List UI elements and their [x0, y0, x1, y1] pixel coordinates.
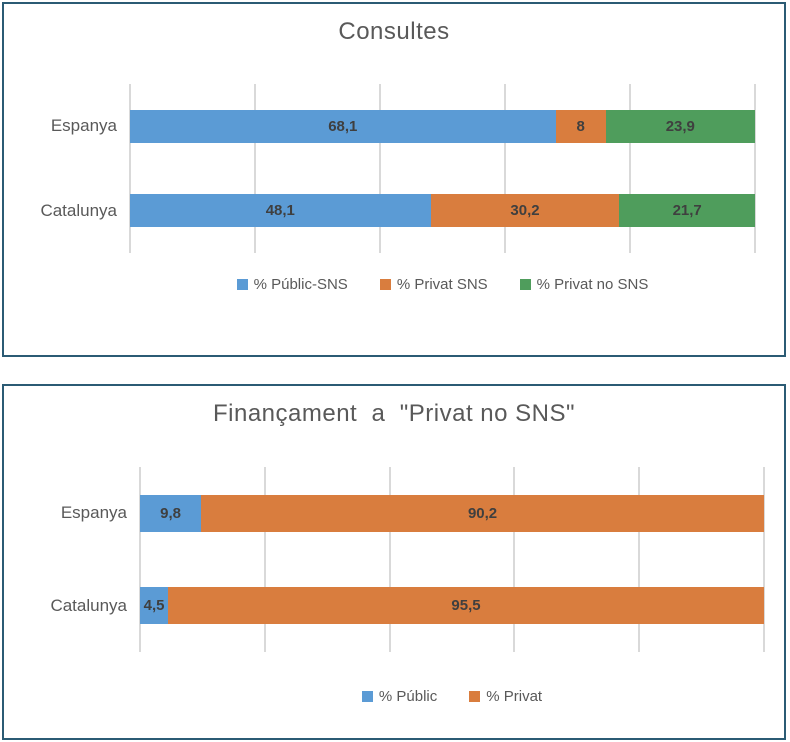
bar-row: Catalunya 48,1 30,2 21,7	[40, 169, 755, 254]
bar-value-label: 30,2	[510, 202, 540, 220]
gridline	[254, 84, 256, 253]
bar-segment: 21,7	[619, 194, 755, 228]
bar-row: Espanya 68,1 8 23,9	[51, 84, 755, 169]
category-label: Catalunya	[50, 595, 127, 615]
bar-segment: 23,9	[605, 109, 755, 143]
bar-segment: 9,8	[140, 494, 202, 532]
consultes-chart-panel: Consultes Espanya 68,1 8 23,9 Catalunya 48,1 3…	[2, 2, 786, 357]
bar-segment: 8	[555, 109, 606, 143]
gridline	[754, 84, 756, 253]
category-label: Espanya	[60, 503, 127, 523]
legend-swatch	[379, 279, 391, 290]
bar-row: Catalunya 4,5 95,5	[50, 560, 764, 653]
bar-value-label: 9,8	[160, 504, 181, 522]
gridline	[388, 467, 391, 652]
bar-value-label: 23,9	[665, 117, 695, 135]
legend-label: % Privat SNS	[396, 276, 488, 293]
bar-value-label: 21,7	[672, 202, 702, 220]
legend-item: % Privat no SNS	[519, 276, 649, 293]
gridline	[379, 84, 381, 253]
legend-label: % Privat	[486, 688, 543, 705]
gridline	[129, 84, 131, 253]
legend-item: % Privat	[469, 688, 542, 705]
gridline	[513, 467, 516, 652]
bar-segment: 4,5	[140, 587, 169, 625]
category-label: Espanya	[50, 116, 117, 136]
bar-segment: 68,1	[130, 109, 556, 143]
legend-label: % Públic	[378, 688, 438, 705]
bar-segment: 95,5	[168, 587, 764, 625]
legend-swatch	[469, 691, 481, 702]
plot-area: Espanya 68,1 8 23,9 Catalunya 48,1 30,2 21,7	[40, 84, 756, 254]
bar-value-label: 90,2	[467, 504, 498, 522]
bar-value-label: 68,1	[328, 117, 358, 135]
bar-value-label: 48,1	[265, 202, 295, 220]
chart-title: Finançament a "Privat no SNS"	[212, 400, 576, 427]
legend-swatch	[236, 279, 248, 290]
category-label: Catalunya	[40, 200, 117, 220]
legend-swatch	[361, 691, 373, 702]
legend: % Públic-SNS % Privat SNS % Privat no SNS	[130, 276, 755, 293]
gridline	[629, 84, 631, 253]
bar-segment: 30,2	[430, 194, 620, 228]
bar-value-label: 8	[576, 117, 585, 135]
gridline	[638, 467, 641, 652]
legend-item: % Privat SNS	[379, 276, 488, 293]
gridline	[139, 467, 141, 652]
legend-item: % Públic-SNS	[236, 276, 348, 293]
legend-label: % Públic-SNS	[253, 276, 348, 293]
bar-value-label: 95,5	[451, 597, 481, 615]
financament-chart-panel: Finançament a "Privat no SNS" Espanya 9,8…	[2, 384, 786, 740]
chart-title: Consultes	[338, 18, 450, 45]
plot-area: Espanya 9,8 90,2 Catalunya 4,5 95,5	[50, 467, 765, 653]
legend-label: % Privat no SNS	[536, 276, 649, 293]
gridline	[763, 467, 765, 652]
legend-item: % Públic	[361, 688, 438, 705]
bar-segment: 90,2	[201, 494, 764, 532]
bar-row: Espanya 9,8 90,2	[61, 467, 764, 560]
bar-segment: 48,1	[130, 194, 431, 228]
legend: % Públic % Privat	[140, 688, 764, 705]
legend-swatch	[519, 279, 531, 290]
gridline	[263, 467, 266, 652]
gridline	[504, 84, 506, 253]
bar-value-label: 4,5	[143, 597, 165, 615]
